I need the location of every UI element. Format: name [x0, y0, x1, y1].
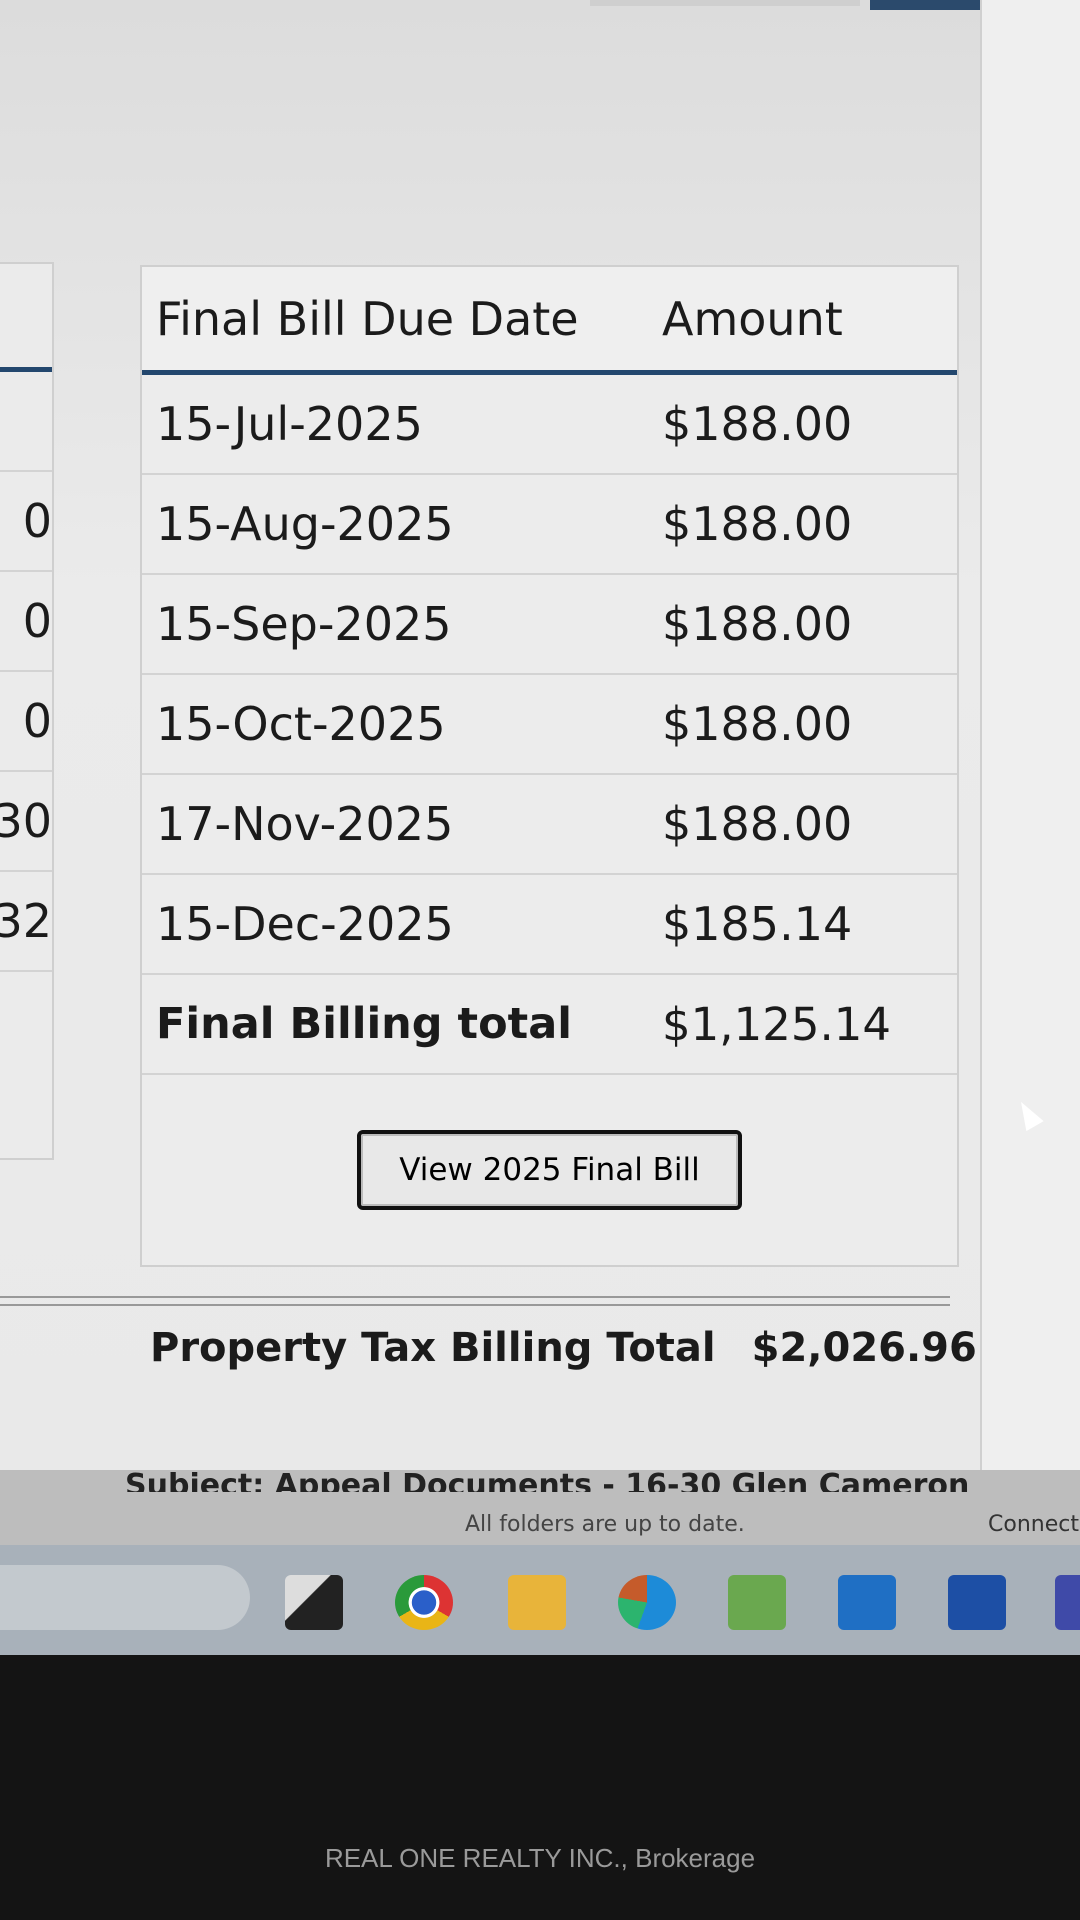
- word-icon[interactable]: [948, 1575, 1006, 1630]
- partial-cell: 32: [0, 872, 52, 972]
- outlook-status-bar: [0, 1470, 1080, 1545]
- due-date: 15-Dec-2025: [156, 897, 454, 951]
- table-row: 15-Dec-2025 $185.14: [142, 875, 957, 975]
- teams-icon[interactable]: [1055, 1575, 1080, 1630]
- partial-cell: 0: [0, 472, 52, 572]
- table-row: 15-Jul-2025 $188.00: [142, 375, 957, 475]
- connection-status: Connect: [988, 1512, 1079, 1537]
- due-date: 17-Nov-2025: [156, 797, 454, 851]
- due-date: 15-Sep-2025: [156, 597, 452, 651]
- due-date: 15-Jul-2025: [156, 397, 423, 451]
- due-date: 15-Aug-2025: [156, 497, 454, 551]
- outlook-icon[interactable]: [838, 1575, 896, 1630]
- file-explorer-icon[interactable]: [508, 1575, 566, 1630]
- property-tax-amount: $2,026.96: [751, 1325, 977, 1371]
- partial-cell: 0: [0, 672, 52, 772]
- due-date: 15-Oct-2025: [156, 697, 446, 751]
- divider: [0, 1296, 950, 1306]
- task-view-icon[interactable]: [285, 1575, 343, 1630]
- table-row: 17-Nov-2025 $188.00: [142, 775, 957, 875]
- amount: $188.00: [662, 797, 853, 851]
- header-amount: Amount: [662, 291, 843, 346]
- table-row: 15-Oct-2025 $188.00: [142, 675, 957, 775]
- total-amount: $1,125.14: [662, 997, 892, 1051]
- top-element: [590, 0, 860, 6]
- chrome-icon[interactable]: [395, 1575, 453, 1630]
- edge-icon[interactable]: [618, 1575, 676, 1630]
- property-tax-label: Property Tax Billing Total: [150, 1325, 716, 1371]
- amount: $188.00: [662, 397, 853, 451]
- watermark: REAL ONE REALTY INC., Brokerage: [324, 1843, 756, 1873]
- table-header: Final Bill Due Date Amount: [142, 267, 957, 375]
- scroll-area: [980, 0, 1080, 1470]
- amount: $188.00: [662, 697, 853, 751]
- partial-cell: 0: [0, 572, 52, 672]
- amount: $185.14: [662, 897, 853, 951]
- partial-cell: 30: [0, 772, 52, 872]
- amount: $188.00: [662, 597, 853, 651]
- table-row: 15-Sep-2025 $188.00: [142, 575, 957, 675]
- monitor-bezel: [0, 1655, 1080, 1920]
- header-due-date: Final Bill Due Date: [156, 291, 579, 346]
- amount: $188.00: [662, 497, 853, 551]
- app-icon[interactable]: [728, 1575, 786, 1630]
- interim-bill-table-partial: 0 0 0 30 32: [0, 262, 54, 1160]
- final-bill-table: Final Bill Due Date Amount 15-Jul-2025 $1…: [140, 265, 959, 1267]
- total-label: Final Billing total: [156, 999, 572, 1049]
- top-button[interactable]: [870, 0, 1012, 10]
- email-subject[interactable]: Subject: Appeal Documents - 16-30 Glen C…: [125, 1468, 970, 1492]
- taskbar-search[interactable]: [0, 1565, 250, 1630]
- table-row: 15-Aug-2025 $188.00: [142, 475, 957, 575]
- property-tax-total: Property Tax Billing Total $2,026.96: [150, 1325, 977, 1371]
- total-row: Final Billing total $1,125.14: [142, 975, 957, 1075]
- view-final-bill-button[interactable]: View 2025 Final Bill: [357, 1130, 742, 1210]
- sync-status: All folders are up to date.: [465, 1512, 745, 1537]
